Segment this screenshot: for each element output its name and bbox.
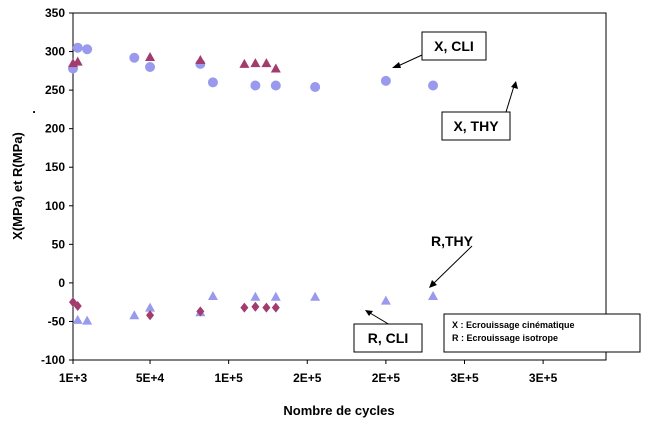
y-tick-label: 250 — [45, 83, 65, 97]
data-point-r-thy — [310, 291, 321, 301]
data-point-x-thy — [72, 42, 83, 53]
y-axis-title: X(MPa) et R(MPa) — [10, 132, 25, 240]
x-tick-label: 5E+4 — [136, 371, 165, 385]
legend: X : Ecrouissage cinématique R : Ecrouiss… — [443, 313, 641, 353]
arrow-head — [392, 62, 401, 68]
x-tick-label: 1E+3 — [59, 371, 88, 385]
annotation-x-thy: X, THY — [441, 81, 518, 141]
y-tick-label: 300 — [45, 45, 65, 59]
data-point-r-thy — [270, 291, 281, 301]
y-tick-label: 350 — [45, 6, 65, 20]
annotation-label: R,THY — [431, 233, 474, 249]
x-tick-label: 1E+5 — [214, 371, 243, 385]
y-tick-label: 200 — [45, 122, 65, 136]
dot-mark: . — [32, 101, 36, 116]
data-point-r-thy — [72, 314, 83, 324]
annotation-label: X, THY — [453, 118, 499, 134]
data-point-x-cli — [72, 56, 83, 66]
callout-line — [369, 312, 391, 326]
y-axis: -100 -50 0 50 100 150 200 250 300 350 — [41, 6, 73, 367]
data-point-r-thy — [207, 290, 218, 300]
legend-box — [443, 313, 641, 353]
data-markers — [68, 42, 439, 325]
annotation-label: X, CLI — [434, 38, 474, 54]
annotation-box — [353, 323, 423, 353]
data-point-x-thy — [250, 80, 261, 91]
data-point-r-thy — [145, 302, 156, 312]
arrow-head — [429, 280, 437, 288]
data-point-r-cli — [196, 306, 205, 317]
y-tick-label: 150 — [45, 160, 65, 174]
arrow-head — [365, 310, 373, 316]
callout-line — [433, 245, 473, 284]
x-tick-label: 2E+5 — [293, 371, 322, 385]
data-point-x-thy — [270, 80, 281, 91]
data-point-x-cli — [145, 51, 156, 61]
data-point-r-cli — [146, 310, 155, 321]
callout-line — [397, 54, 423, 67]
data-point-r-cli — [251, 301, 260, 312]
data-point-r-cli — [271, 302, 280, 313]
data-point-x-thy — [207, 77, 218, 88]
data-point-r-thy — [250, 291, 261, 301]
y-tick-label: 100 — [45, 199, 65, 213]
x-axis-title: Nombre de cycles — [283, 403, 394, 418]
data-point-x-cli — [239, 58, 250, 68]
data-point-r-cli — [240, 302, 249, 313]
data-point-x-cli — [261, 58, 272, 68]
data-point-r-thy — [129, 310, 140, 320]
data-point-r-cli — [262, 302, 271, 313]
y-tick-label: 50 — [52, 237, 66, 251]
data-point-x-cli — [250, 58, 261, 68]
legend-line-r: R : Ecrouissage isotrope — [452, 333, 558, 343]
data-point-x-thy — [428, 80, 439, 91]
x-tick-label: 2E+5 — [372, 371, 401, 385]
data-point-x-thy — [82, 44, 93, 55]
annotation-r-cli: R, CLI — [353, 310, 423, 353]
data-point-r-thy — [380, 295, 391, 305]
x-tick-label: 3E+5 — [450, 371, 479, 385]
y-tick-label: -50 — [48, 314, 66, 328]
callout-line — [505, 85, 515, 113]
data-point-x-cli — [195, 55, 206, 65]
data-point-r-thy — [428, 290, 439, 300]
legend-line-x: X : Ecrouissage cinématique — [452, 320, 575, 330]
data-point-x-thy — [129, 52, 140, 63]
plot-frame — [72, 12, 607, 361]
x-tick-label: 3E+5 — [529, 371, 558, 385]
data-point-x-cli — [270, 63, 281, 73]
data-point-r-thy — [82, 315, 93, 325]
y-tick-label: -100 — [41, 353, 65, 367]
arrow-head — [511, 81, 518, 89]
annotation-box — [441, 111, 511, 141]
annotation-label: R, CLI — [368, 330, 408, 346]
annotation-x-cli: X, CLI — [392, 31, 487, 68]
data-point-x-thy — [310, 82, 321, 93]
y-tick-label: 0 — [58, 276, 65, 290]
annotation-r-thy: R,THY — [429, 233, 474, 288]
x-axis: 1E+3 5E+4 1E+5 2E+5 2E+5 3E+5 3E+5 — [59, 360, 558, 385]
annotation-box — [421, 31, 487, 61]
data-point-x-thy — [145, 61, 156, 72]
data-point-x-thy — [380, 75, 391, 86]
data-point-r-cli — [73, 301, 82, 312]
